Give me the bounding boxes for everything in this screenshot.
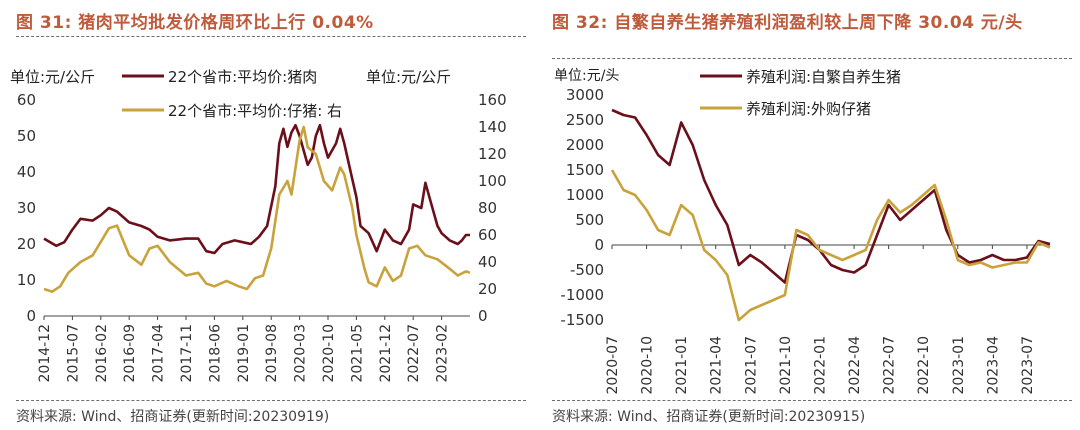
x-tick-label: 2022-07 <box>882 336 898 395</box>
y-right-tick-label: 120 <box>478 145 507 163</box>
y-right-tick-label: 0 <box>478 307 488 325</box>
unit-label: 单位:元/头 <box>554 68 619 84</box>
x-tick-label: 2022-10 <box>916 336 932 395</box>
x-tick-label: 2022-07 <box>406 324 422 383</box>
x-tick-label: 2023-02 <box>435 324 451 383</box>
left-title-rule <box>16 36 526 37</box>
x-tick-label: 2017-11 <box>179 324 195 383</box>
x-tick-label: 2018-06 <box>207 324 223 383</box>
x-tick-label: 2020-03 <box>293 324 309 383</box>
legend-label-1: 22个省市:平均价:猪肉 <box>168 68 317 86</box>
y-tick-label: 2500 <box>566 111 604 129</box>
y-right-tick-label: 80 <box>478 199 497 217</box>
x-tick-label: 2020-10 <box>321 324 337 383</box>
legend-label-2: 养殖利润:外购仔猪 <box>746 100 871 118</box>
y-tick-label: 30 <box>17 199 36 217</box>
y-tick-label: 50 <box>17 127 36 145</box>
left-figure-title: 图 31: 猪肉平均批发价格周环比上行 0.04% <box>16 13 374 33</box>
series-line-1 <box>43 123 470 255</box>
left-figure-panel: 图 31: 猪肉平均批发价格周环比上行 0.04% 0 10 20 30 40 50 60 0… <box>10 13 526 425</box>
y-right-tick-label: 20 <box>478 280 497 298</box>
x-tick-label: 2015-07 <box>65 324 81 383</box>
x-tick-label: 2021-01 <box>674 336 690 395</box>
y-tick-label: 0 <box>26 307 36 325</box>
x-tick-label: 2017-04 <box>151 324 167 383</box>
hog-profit-chart: -1500 -1000 -500 0 500 1000 1500 2000 2500 3000 20… <box>554 68 1051 395</box>
x-tick-label: 2021-05 <box>349 324 365 383</box>
series-line-1 <box>611 108 1051 284</box>
x-tick-label: 2021-04 <box>709 336 725 395</box>
y-right-tick-label: 100 <box>478 172 507 190</box>
x-tick-label: 2023-07 <box>1020 336 1036 395</box>
x-tick-label: 2023-01 <box>951 336 967 395</box>
y-tick-label: 60 <box>17 91 36 109</box>
y-tick-label: 1000 <box>566 186 604 204</box>
y-tick-label: -1000 <box>560 286 604 304</box>
series-line-2 <box>43 125 471 293</box>
x-tick-label: 2016-02 <box>94 324 110 383</box>
x-tick-label: 2020-10 <box>640 336 656 395</box>
y-right-tick-label: 160 <box>478 91 507 109</box>
pork-price-chart: 0 10 20 30 40 50 60 0 20 40 60 80 100 120 140 160 2014-1… <box>10 68 507 383</box>
right-figure-panel: 图 32: 自繁自养生猪养殖利润盈利较上周下降 30.04 元/头 -1500-… <box>540 0 1080 430</box>
y-tick-label: 500 <box>575 211 604 229</box>
right-source-note: 资料来源: Wind、招商证券(更新时间:20230915) <box>552 409 866 425</box>
x-tick-label: 2021-07 <box>743 336 759 395</box>
y-tick-label: 0 <box>594 236 604 254</box>
x-tick-label: 2022-01 <box>812 336 828 395</box>
left-source-rule <box>16 400 526 401</box>
left-unit-label: 单位:元/公斤 <box>10 68 95 86</box>
y-tick-label: -500 <box>570 261 604 279</box>
x-tick-label: 2014-12 <box>37 324 53 383</box>
y-right-tick-label: 140 <box>478 118 507 136</box>
x-tick-label: 2019-01 <box>236 324 252 383</box>
x-tick-label: 2021-10 <box>778 336 794 395</box>
y-tick-label: 40 <box>17 163 36 181</box>
right-figure-title: 图 32: 自繁自养生猪养殖利润盈利较上周下降 30.04 元/头 <box>552 13 1023 33</box>
y-tick-label: 10 <box>17 271 36 289</box>
y-tick-label: 3000 <box>566 86 604 104</box>
x-tick-label: 2021-12 <box>378 324 394 383</box>
y-tick-label: 2000 <box>566 136 604 154</box>
y-tick-label: 1500 <box>566 161 604 179</box>
x-tick-label: 2022-04 <box>847 336 863 395</box>
series-line-2 <box>610 169 1051 322</box>
x-tick-label: 2023-04 <box>985 336 1001 395</box>
x-tick-label: 2020-07 <box>605 336 621 395</box>
y-tick-label: 20 <box>17 235 36 253</box>
x-tick-label: 2016-09 <box>122 324 138 383</box>
legend-label-2: 22个省市:平均价:仔猪: 右 <box>168 102 342 120</box>
right-title-rule <box>552 58 1072 59</box>
legend-label-1: 养殖利润:自繁自养生猪 <box>746 68 901 86</box>
x-tick-label: 2019-08 <box>264 324 280 383</box>
y-right-tick-label: 60 <box>478 226 497 244</box>
left-source-note: 资料来源: Wind、招商证券(更新时间:20230919) <box>16 409 330 425</box>
right-unit-label: 单位:元/公斤 <box>366 68 451 86</box>
y-tick-label: -1500 <box>560 311 604 329</box>
right-source-rule <box>552 400 1072 401</box>
y-right-tick-label: 40 <box>478 253 497 271</box>
